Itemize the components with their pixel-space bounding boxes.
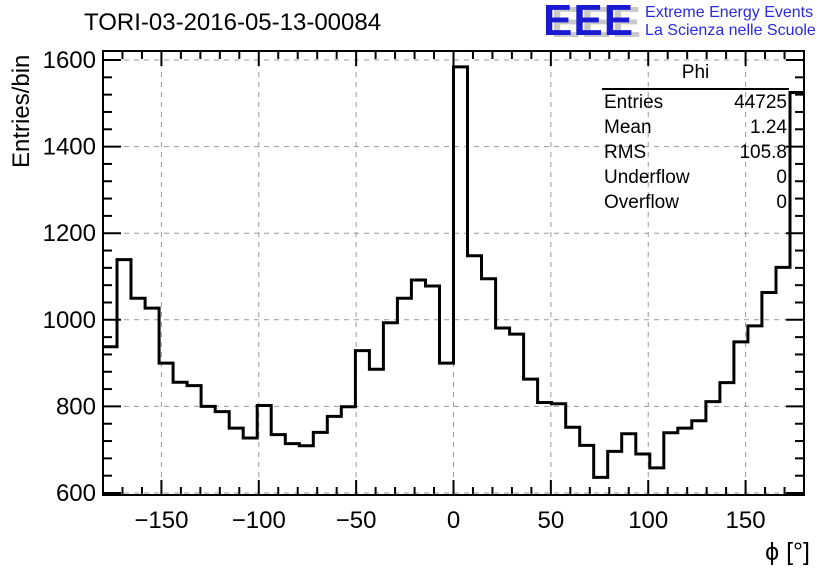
stats-row: Overflow 0 — [604, 192, 787, 213]
svg-text:600: 600 — [56, 480, 96, 507]
stats-row: RMS 105.8 — [604, 142, 787, 163]
svg-text:1000: 1000 — [43, 307, 96, 334]
stats-box-rows: Entries 44725 Mean 1.24 RMS 105.8 Underflow 0 Ov… — [602, 90, 789, 215]
eee-logo-line1: Extreme Energy Events — [645, 4, 814, 21]
eee-logo-subtitle: Extreme Energy Events La Scienza nelle S… — [645, 1, 816, 41]
svg-text:1200: 1200 — [43, 220, 96, 247]
histogram-line — [103, 65, 804, 479]
stats-row: Entries 44725 — [604, 92, 787, 113]
svg-text:150: 150 — [726, 507, 766, 534]
svg-text:800: 800 — [56, 393, 96, 420]
x-axis-title: ϕ [°] — [765, 538, 810, 566]
svg-text:0: 0 — [447, 507, 460, 534]
svg-text:100: 100 — [628, 507, 668, 534]
svg-text:−150: −150 — [134, 507, 188, 534]
stats-box-title: Phi — [602, 62, 789, 90]
svg-text:−50: −50 — [336, 507, 377, 534]
svg-text:1600: 1600 — [43, 47, 96, 74]
axis-tick-labels: 600 800 1000 1200 1400 1600 −150 −100 −50 0 50 100 1… — [43, 47, 766, 534]
eee-logo: EEE Extreme Energy Events La Scienza nel… — [543, 0, 816, 45]
svg-text:1400: 1400 — [43, 134, 96, 161]
stats-box: Phi Entries 44725 Mean 1.24 RMS 105.8 Underflo… — [602, 62, 789, 215]
axis-ticks — [103, 51, 804, 495]
eee-logo-acronym: EEE — [543, 0, 635, 45]
stats-row: Underflow 0 — [604, 167, 787, 188]
svg-text:−100: −100 — [232, 507, 286, 534]
stats-row: Mean 1.24 — [604, 117, 787, 138]
eee-logo-line2: La Scienza nelle Scuole — [645, 22, 816, 40]
plot-title: TORI-03-2016-05-13-00084 — [84, 9, 382, 36]
svg-text:50: 50 — [538, 507, 565, 534]
